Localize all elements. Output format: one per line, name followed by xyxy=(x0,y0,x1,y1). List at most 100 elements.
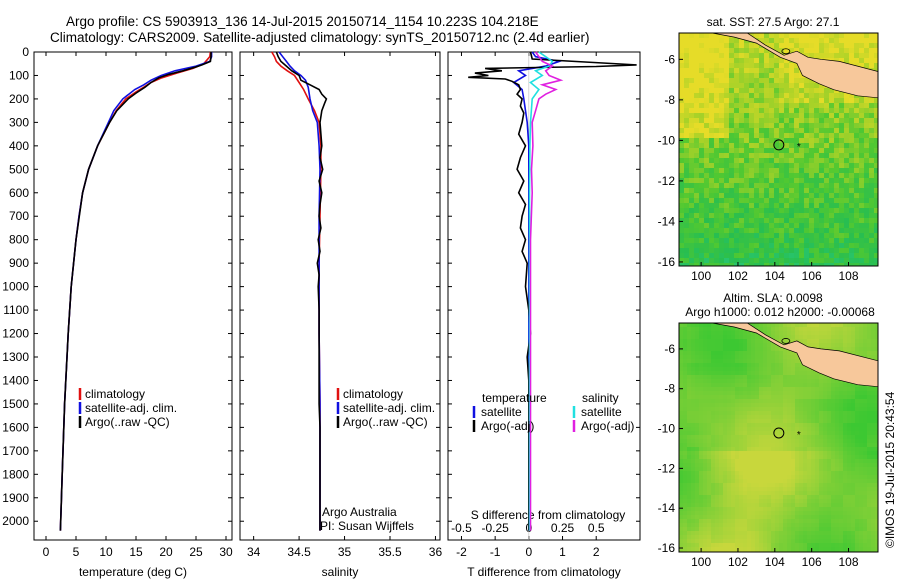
map-cell xyxy=(809,123,814,128)
map-cell xyxy=(771,535,775,539)
map-cell xyxy=(834,148,839,153)
map-cell xyxy=(803,543,807,547)
map-cell xyxy=(719,419,723,423)
map-cell xyxy=(719,443,723,447)
map-cell xyxy=(851,447,855,451)
map-cell xyxy=(804,213,809,218)
map-cell xyxy=(767,387,771,391)
map-cell xyxy=(789,148,794,153)
map-cell xyxy=(807,455,811,459)
map-cell xyxy=(684,108,689,113)
map-cell xyxy=(719,33,724,38)
map-cell xyxy=(867,523,871,527)
map-cell xyxy=(767,355,771,359)
map-cell xyxy=(731,483,735,487)
map-cell xyxy=(687,475,691,479)
map-cell xyxy=(855,395,859,399)
map-cell xyxy=(744,203,749,208)
map-cell xyxy=(823,539,827,543)
map-cell xyxy=(744,138,749,143)
map-cell xyxy=(691,355,695,359)
map-cell xyxy=(769,248,774,253)
map-cell xyxy=(855,491,859,495)
map-cell xyxy=(783,339,787,343)
map-cell xyxy=(794,258,799,263)
map-cell xyxy=(803,447,807,451)
map-cell xyxy=(749,98,754,103)
map-cell xyxy=(679,375,683,379)
map-cell xyxy=(795,363,799,367)
map-cell xyxy=(759,503,763,507)
map-cell xyxy=(799,148,804,153)
map-cell xyxy=(694,103,699,108)
map-cell xyxy=(751,367,755,371)
map-cell xyxy=(864,158,869,163)
map-cell xyxy=(767,407,771,411)
map-cell xyxy=(739,455,743,459)
map-cell xyxy=(679,483,683,487)
map-cell xyxy=(874,38,878,43)
map-cell xyxy=(834,173,839,178)
map-cell xyxy=(734,73,739,78)
map-cell xyxy=(814,218,819,223)
map-cell xyxy=(754,108,759,113)
map-cell xyxy=(871,423,875,427)
map-cell xyxy=(819,198,824,203)
map-cell xyxy=(729,183,734,188)
map-cell xyxy=(834,238,839,243)
map-cell xyxy=(735,535,739,539)
map-cell xyxy=(787,543,791,547)
map-cell xyxy=(687,467,691,471)
map-cell xyxy=(723,515,727,519)
map-cell xyxy=(824,113,829,118)
map-cell xyxy=(743,347,747,351)
map-cell xyxy=(691,391,695,395)
map-cell xyxy=(724,113,729,118)
map-cell xyxy=(771,363,775,367)
map-cell xyxy=(783,455,787,459)
map-cell xyxy=(719,148,724,153)
map-cell xyxy=(831,399,835,403)
map-cell xyxy=(723,423,727,427)
map-cell xyxy=(679,68,684,73)
map-cell xyxy=(789,33,794,38)
map-cell xyxy=(775,447,779,451)
map-cell xyxy=(723,439,727,443)
map-cell xyxy=(791,459,795,463)
map-cell xyxy=(689,143,694,148)
map-cell xyxy=(715,399,719,403)
map-cell xyxy=(854,173,859,178)
map-cell xyxy=(783,519,787,523)
map-cell xyxy=(751,535,755,539)
map-cell xyxy=(769,88,774,93)
map-cell xyxy=(839,507,843,511)
map-cell xyxy=(704,238,709,243)
map-cell xyxy=(754,33,759,38)
map-cell xyxy=(723,359,727,363)
map-cell xyxy=(723,327,727,331)
map-cell xyxy=(734,228,739,233)
map-cell xyxy=(795,355,799,359)
map-cell xyxy=(779,238,784,243)
map-cell xyxy=(784,188,789,193)
map-cell xyxy=(779,523,783,527)
map-cell xyxy=(794,168,799,173)
map-cell xyxy=(794,123,799,128)
map-cell xyxy=(709,233,714,238)
map-cell xyxy=(735,359,739,363)
map-cell xyxy=(831,335,835,339)
map-cell xyxy=(874,263,878,266)
map-cell xyxy=(851,419,855,423)
map-cell xyxy=(759,451,763,455)
map-cell xyxy=(687,491,691,495)
map-cell xyxy=(795,431,799,435)
map-cell xyxy=(809,38,814,43)
map-cell xyxy=(835,407,839,411)
map-cell xyxy=(864,63,869,68)
map-cell xyxy=(749,93,754,98)
map-cell xyxy=(779,63,784,68)
map-cell xyxy=(724,68,729,73)
map-cell xyxy=(735,527,739,531)
map-cell xyxy=(683,475,687,479)
map-cell xyxy=(771,347,775,351)
